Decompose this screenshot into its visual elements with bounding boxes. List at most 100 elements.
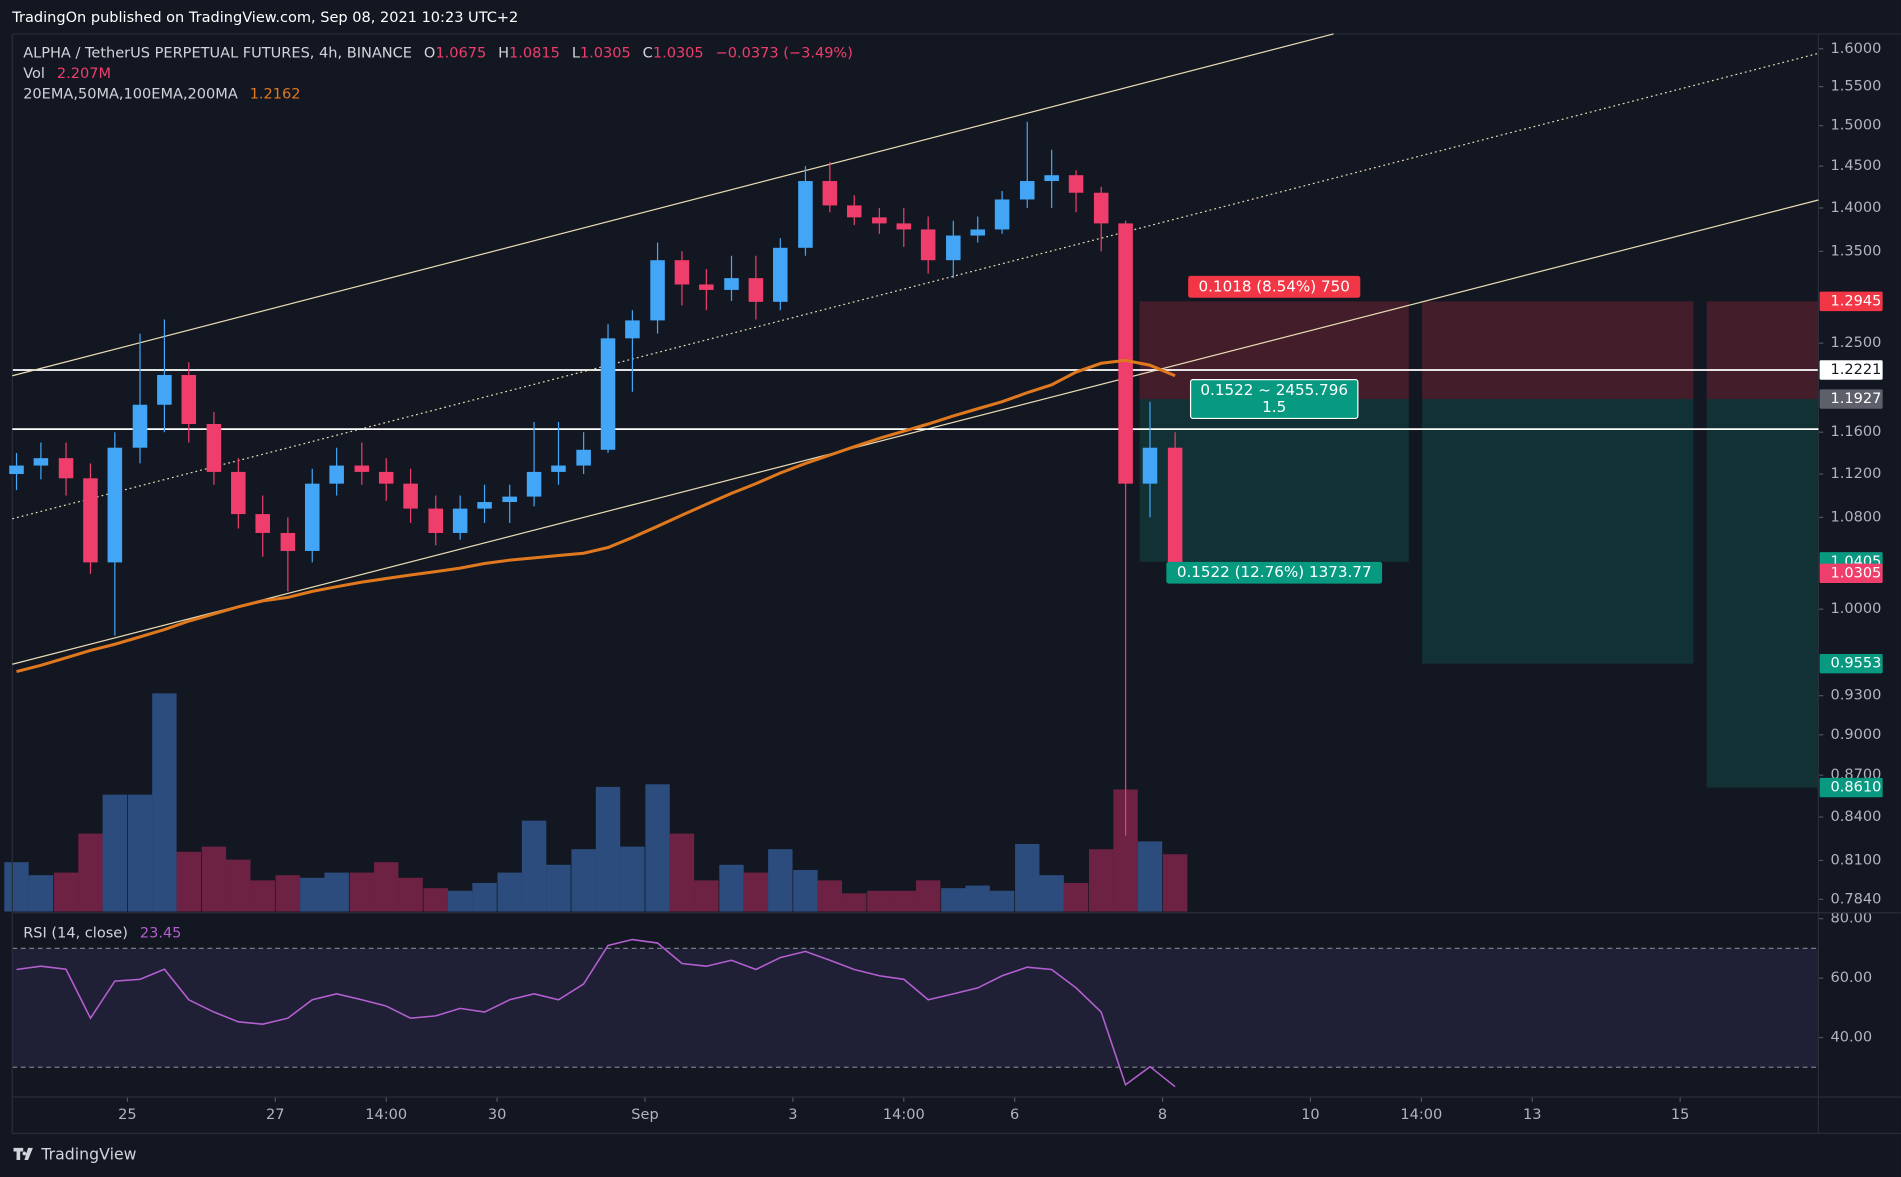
y-tick-label: 0.8400 [1831, 809, 1882, 825]
candle-body [33, 458, 49, 466]
rsi-line [16, 938, 1176, 1088]
candle-body [1142, 447, 1158, 484]
volume-bar [1015, 844, 1040, 912]
volume-bar [127, 794, 153, 912]
volume-bar [817, 880, 843, 912]
volume-bar [793, 869, 818, 912]
x-tick-label: 25 [118, 1107, 137, 1123]
volume-bar [891, 890, 916, 912]
legend-ma-key: 20EMA,50MA,100EMA,200MA [23, 87, 238, 103]
channel-upper [12, 33, 1334, 377]
legend-value: 1.0305 [580, 45, 631, 61]
x-tick-label: Sep [631, 1107, 658, 1123]
candle-body [994, 199, 1010, 230]
x-tick-label: 27 [266, 1107, 285, 1123]
volume-bar [324, 872, 349, 912]
candle-body [378, 471, 394, 484]
volume-bar [53, 872, 79, 912]
legend-volume: Vol 2.207M [23, 66, 111, 82]
stop-label-bg [1188, 275, 1361, 298]
volume-bar [152, 693, 177, 912]
x-tick-label: 30 [488, 1107, 507, 1123]
ma-200-line [16, 358, 1176, 674]
back-layer: 1.6000 1.5500 1.5000 1.4500 1.4000 1.3500 1.25… [4, 41, 1881, 1123]
volume-bar [965, 885, 990, 912]
stop-zone [1422, 301, 1694, 400]
y-tick-label: 1.4500 [1831, 158, 1882, 174]
y-tick-label: 0.9300 [1831, 688, 1882, 704]
volume-bar [349, 872, 375, 912]
candle-body [600, 338, 616, 450]
legend-rsi-value: 23.45 [140, 925, 182, 941]
volume-bar [521, 820, 547, 912]
volume-bar [768, 849, 793, 912]
legend-main: ALPHA / TetherUS PERPETUAL FUTURES, 4h, … [23, 45, 853, 61]
legend-key: O [424, 45, 435, 61]
candle-body [477, 502, 492, 509]
volume-bar [447, 890, 473, 912]
volume-bar [867, 890, 892, 912]
volume-bar [201, 846, 227, 912]
legend-value: 1.0675 [435, 45, 486, 61]
candle-body [255, 514, 270, 533]
footer-logo [13, 1147, 33, 1161]
y-tick-label: 0.9000 [1831, 727, 1882, 743]
rsi-tick-label: 40.00 [1831, 1030, 1873, 1046]
volume-bar [1088, 849, 1114, 912]
candle-body [576, 449, 591, 466]
footer-brand: TradingView [40, 1145, 136, 1164]
price-badge [1819, 653, 1883, 674]
rsi-band [12, 948, 1819, 1068]
channel-middle [12, 52, 1819, 520]
candle-body [822, 181, 838, 206]
rsi-tick-label: 80.00 [1831, 911, 1873, 927]
price-badge-label: 1.2221 [1831, 362, 1882, 378]
candle-body [748, 278, 764, 302]
data-layer [9, 121, 1183, 1088]
target-label-bg [1166, 561, 1383, 584]
price-badge-label: 1.2945 [1831, 293, 1882, 309]
volume-bar [719, 864, 744, 912]
candle-body [132, 404, 148, 448]
y-tick-label: 1.2500 [1831, 335, 1882, 351]
volume-bar [275, 875, 301, 912]
volume-bar [1137, 841, 1163, 912]
volume-bar [4, 862, 29, 912]
x-tick-label: 14:00 [883, 1107, 925, 1123]
volume-bar [645, 784, 670, 912]
candle-body [329, 465, 344, 484]
price-badge [1819, 389, 1883, 409]
candle-body [699, 284, 714, 290]
target-zone [1422, 399, 1694, 664]
candle-body [280, 532, 296, 551]
volume-bar [546, 864, 571, 912]
candle-body [1093, 192, 1109, 224]
x-tick-label: 14:00 [365, 1107, 407, 1123]
x-tick-label: 13 [1523, 1107, 1542, 1123]
volume-bar [1162, 854, 1188, 912]
price-badge-label: 1.1927 [1831, 391, 1882, 407]
y-tick-label: 1.5500 [1831, 79, 1882, 95]
target-label: 0.1522 (12.76%) 1373.77 [1177, 563, 1372, 581]
candle-body [1019, 181, 1035, 200]
legend-rsi: RSI (14, close) 23.45 [23, 925, 181, 941]
legend-vol-value: 2.207M [57, 66, 111, 82]
x-tick-label: 3 [788, 1107, 797, 1123]
candle-body [650, 260, 665, 321]
price-badge [1819, 360, 1883, 380]
legend-key: L [572, 45, 581, 61]
volume-bar [669, 833, 695, 912]
legend-value: 1.0815 [509, 45, 560, 61]
candle-body [428, 508, 444, 533]
volume-bar [497, 872, 522, 912]
volume-bar [694, 880, 719, 912]
candle-body [724, 278, 739, 290]
volume-bar [102, 794, 128, 912]
volume-bar [941, 888, 966, 912]
volume-bar [595, 786, 621, 912]
price-badge [1819, 777, 1883, 798]
candle-body [107, 447, 123, 563]
y-tick-label: 1.3500 [1831, 243, 1882, 259]
